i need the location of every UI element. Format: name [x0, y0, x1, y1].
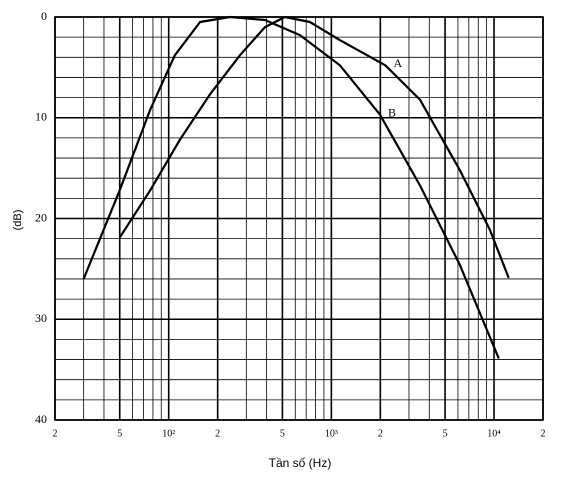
y-tick-label: 30: [35, 311, 47, 325]
x-tick-label: 2: [378, 428, 383, 439]
y-tick-label: 40: [35, 412, 47, 426]
series-label: A: [393, 56, 402, 70]
x-tick-label: 10⁴: [487, 428, 501, 439]
y-tick-label: 0: [41, 9, 47, 23]
x-tick-label: 5: [280, 428, 285, 439]
y-tick-label: 20: [35, 210, 47, 224]
curve: [82, 15, 500, 359]
series-label: B: [388, 105, 396, 119]
curve: [118, 15, 510, 279]
x-tick-label: 10³: [325, 428, 338, 439]
x-tick-label: 5: [117, 428, 122, 439]
x-axis-label: Tần số (Hz): [269, 456, 332, 470]
x-tick-label: 2: [53, 428, 58, 439]
y-axis-label: (dB): [12, 210, 24, 231]
x-tick-label: 10²: [162, 428, 175, 439]
x-tick-label: 2: [541, 428, 546, 439]
x-tick-label: 5: [443, 428, 448, 439]
y-tick-label: 10: [35, 110, 47, 124]
x-tick-label: 2: [215, 428, 220, 439]
plot-frame: [54, 16, 544, 421]
